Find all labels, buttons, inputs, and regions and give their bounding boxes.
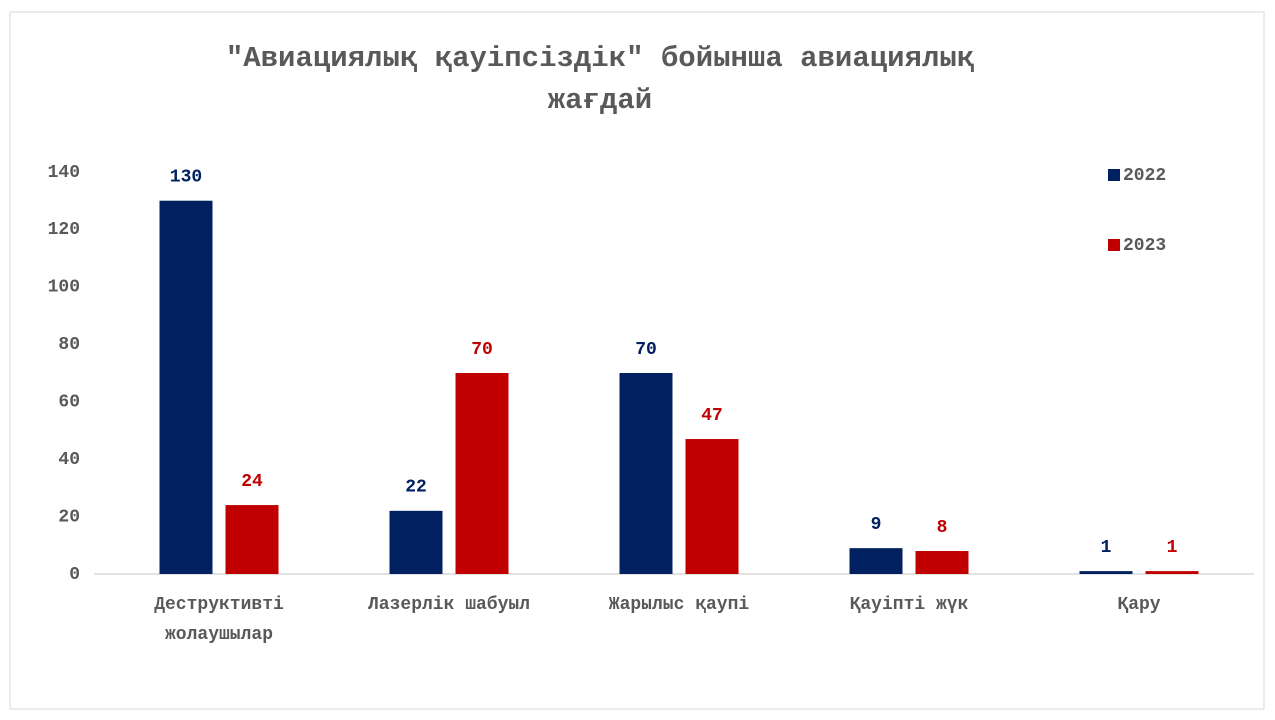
bar bbox=[915, 551, 969, 574]
y-tick-label: 120 bbox=[48, 220, 80, 240]
legend-label: 2022 bbox=[1123, 166, 1166, 186]
x-tick-label: Лазерлік шабуыл bbox=[367, 595, 531, 615]
legend-label: 2023 bbox=[1123, 236, 1166, 256]
data-label: 130 bbox=[170, 167, 202, 187]
y-tick-label: 80 bbox=[58, 335, 80, 355]
y-tick-label: 100 bbox=[48, 278, 80, 298]
bar bbox=[619, 373, 673, 574]
x-tick-label: Жарылыс қаупі bbox=[608, 595, 750, 615]
data-label: 1 bbox=[1101, 538, 1112, 558]
data-label: 70 bbox=[635, 340, 657, 360]
bar bbox=[849, 548, 903, 574]
data-label: 24 bbox=[241, 472, 263, 492]
y-tick-label: 60 bbox=[58, 392, 80, 412]
data-label: 8 bbox=[937, 518, 948, 538]
legend-swatch bbox=[1108, 239, 1120, 251]
y-tick-label: 20 bbox=[58, 507, 80, 527]
bar bbox=[225, 505, 279, 574]
y-tick-label: 140 bbox=[48, 163, 80, 183]
bar bbox=[455, 373, 509, 574]
x-tick-label: Деструктивті жолаушылар bbox=[154, 595, 284, 645]
data-label: 47 bbox=[701, 406, 723, 426]
y-tick-label: 40 bbox=[58, 450, 80, 470]
x-tick-label: Қауіпті жүк bbox=[849, 595, 969, 615]
data-label: 9 bbox=[871, 515, 882, 535]
data-label: 70 bbox=[471, 340, 493, 360]
bar bbox=[1145, 571, 1199, 574]
y-tick-label: 0 bbox=[69, 565, 80, 585]
bar bbox=[685, 439, 739, 574]
legend-swatch bbox=[1108, 169, 1120, 181]
x-tick-label: Қару bbox=[1117, 595, 1161, 615]
data-label: 1 bbox=[1167, 538, 1178, 558]
chart-title: "Авиациялық қауіпсіздік" бойынша авиация… bbox=[225, 42, 975, 117]
chart-border bbox=[9, 11, 1265, 710]
bar bbox=[389, 510, 443, 574]
bar bbox=[159, 200, 213, 574]
data-label: 22 bbox=[405, 478, 427, 498]
bar bbox=[1079, 571, 1133, 574]
